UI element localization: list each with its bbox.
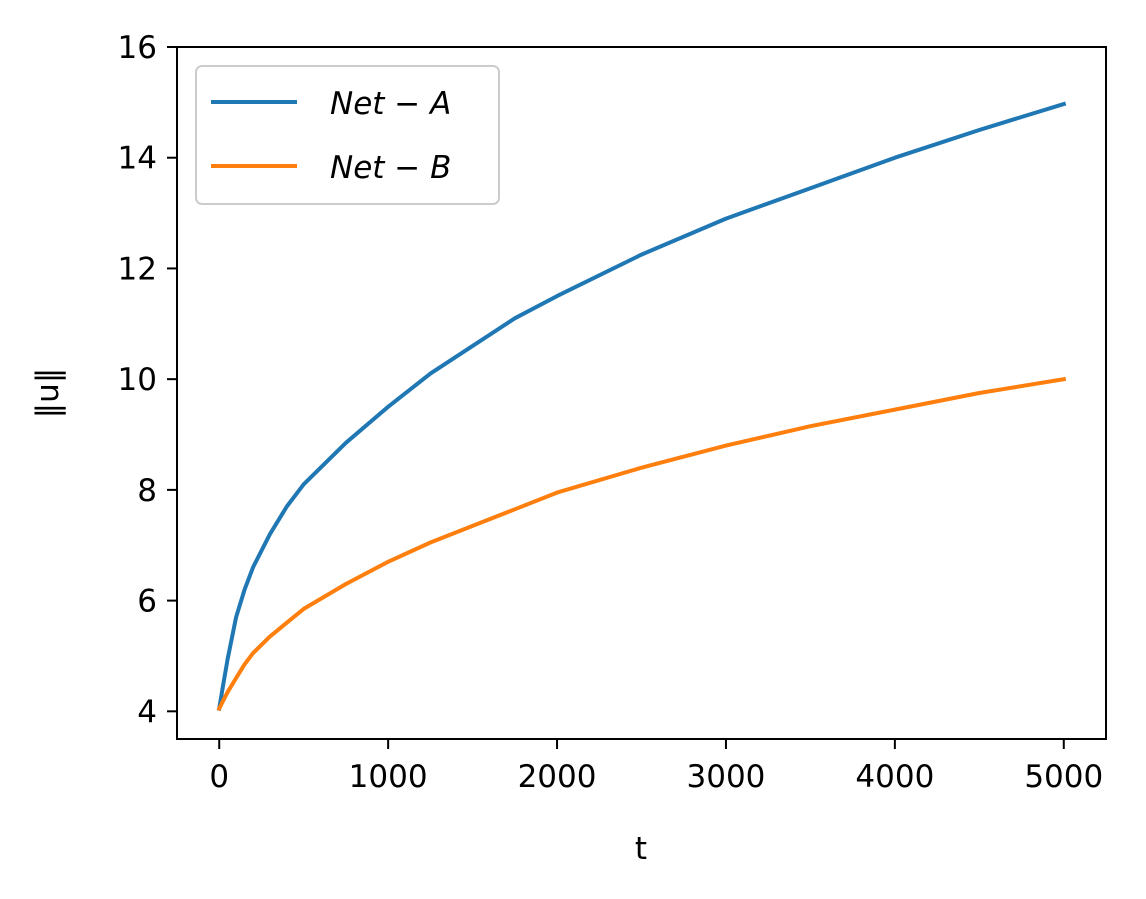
series-line-net-a [216,101,1067,711]
x-tick-label: 2000 [518,759,597,795]
legend-label-net-b: Net − B [330,150,451,186]
legend: Net − A Net − B [195,65,500,205]
plot-frame [176,46,1107,740]
x-tick-label: 3000 [687,759,766,795]
x-tick-label: 5000 [1024,759,1103,795]
y-tick-label: 8 [137,473,157,509]
y-tick-label: 16 [118,30,157,66]
x-tick-label: 4000 [855,759,934,795]
x-tick-label: 0 [209,759,229,795]
legend-label-net-a: Net − A [330,86,451,122]
y-tick-label: 14 [118,141,157,177]
series-layer [216,101,1067,712]
series-line-net-b [216,376,1067,712]
x-tick-label: 1000 [349,759,428,795]
y-axis: 4 6 8 10 12 14 16 [118,30,177,730]
y-axis-label: ‖u‖ [30,368,66,419]
x-axis-label: t [635,831,647,867]
y-tick-label: 12 [118,251,157,287]
y-tick-label: 4 [137,694,157,730]
y-tick-label: 6 [137,584,157,620]
y-tick-label: 10 [118,362,157,398]
x-axis: 0 1000 2000 3000 4000 5000 [209,739,1103,795]
